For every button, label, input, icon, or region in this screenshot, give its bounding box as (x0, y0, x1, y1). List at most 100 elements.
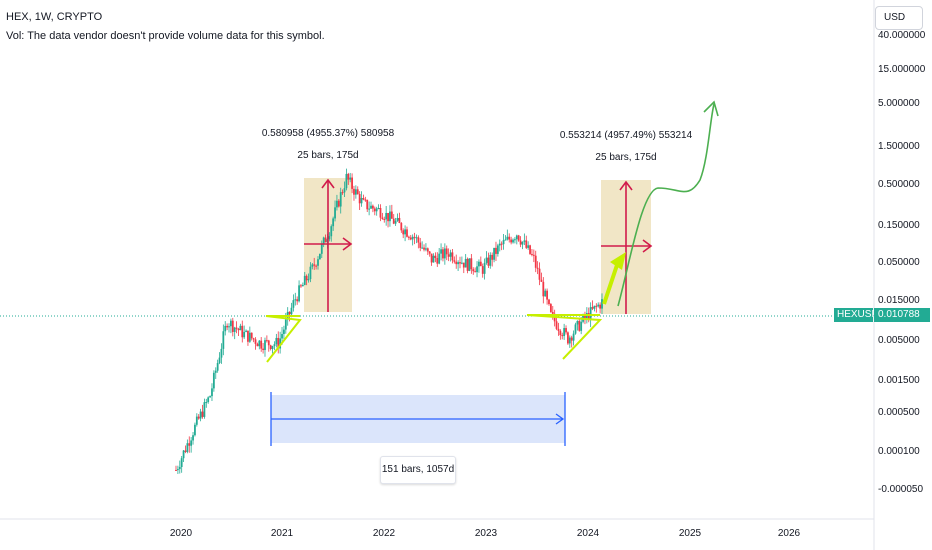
candle-body (502, 240, 505, 245)
time-tick-label: 2026 (777, 528, 801, 539)
candle-body (457, 262, 460, 265)
candle-body (549, 304, 552, 312)
candle-body (462, 262, 465, 268)
triangle-right[interactable] (526, 314, 603, 360)
price-tick-label: 0.015000 (878, 295, 920, 306)
candle-body (175, 470, 177, 471)
time-tick-label: 2023 (474, 528, 498, 539)
candle-body (519, 240, 522, 245)
candle-body (256, 343, 259, 347)
candle-body (241, 325, 244, 338)
candle-body (432, 255, 435, 263)
candle-body (273, 344, 276, 347)
candle-body (449, 252, 452, 257)
last-price-tag: 0.010788 (874, 308, 930, 322)
candle-body (587, 313, 590, 321)
candle-body (231, 320, 234, 332)
candle-body (383, 218, 386, 220)
candle-body (300, 285, 302, 287)
candle-body (574, 324, 577, 334)
candle-body (245, 330, 247, 332)
candle-body (531, 253, 533, 255)
candle-body (205, 401, 208, 403)
candle-body (557, 328, 560, 331)
candle-body (584, 314, 586, 319)
candle-body (404, 229, 406, 235)
candle-body (328, 236, 331, 240)
candle-body (180, 458, 183, 467)
candle-body (358, 194, 361, 204)
candle-body (413, 236, 416, 238)
candle-body (292, 300, 295, 308)
candle-body (500, 243, 503, 245)
price-tick-label: 1.500000 (878, 141, 920, 152)
candle-body (551, 311, 554, 314)
candle-body (262, 348, 264, 350)
candle-body (373, 208, 376, 212)
candle-body (595, 305, 598, 307)
candle-body (288, 311, 291, 315)
candle-body (423, 247, 425, 250)
candle-body (336, 200, 338, 208)
candle-body (536, 267, 539, 269)
candle-body (222, 331, 225, 349)
candle-body (309, 266, 312, 280)
volume-note: Vol: The data vendor doesn't provide vol… (6, 30, 325, 42)
candle-body (430, 253, 433, 263)
candle-body (572, 333, 575, 341)
candle-body (421, 247, 424, 249)
candle-body (417, 237, 420, 243)
candle-body (428, 251, 431, 254)
candle-body (400, 223, 403, 231)
candle-body (226, 325, 229, 328)
candle-body (589, 307, 592, 321)
candle-body (504, 239, 507, 241)
candle-body (194, 424, 196, 436)
candle-body (315, 265, 318, 267)
candle-body (370, 205, 372, 209)
candle-body (237, 328, 240, 331)
candle-body (523, 240, 526, 242)
candle-body (322, 237, 325, 244)
candle-body (570, 337, 573, 341)
candle-body (534, 255, 537, 268)
candle-body (445, 248, 448, 255)
candle-body (474, 271, 477, 273)
candle-body (301, 284, 304, 287)
candle-body (216, 363, 219, 371)
candle-body (485, 257, 488, 263)
price-tick-label: 0.005000 (878, 335, 920, 346)
measure-right-label-1: 0.553214 (4957.49%) 553214 (559, 130, 693, 141)
candle-body (218, 357, 221, 364)
candle-body (379, 208, 382, 218)
candle-body (271, 346, 274, 349)
candle-body (517, 235, 520, 241)
candle-body (364, 199, 367, 201)
candle-body (419, 242, 422, 248)
candle-body (239, 325, 242, 331)
currency-button[interactable]: USD (875, 6, 923, 30)
candle-body (542, 281, 545, 297)
candle-body (567, 332, 569, 344)
candle-body (559, 330, 562, 336)
symbol-title[interactable]: HEX, 1W, CRYPTO (6, 11, 103, 23)
candle-body (368, 208, 371, 210)
candle-body (546, 290, 548, 300)
candle-body (296, 299, 299, 302)
projection-arrow-yellow (602, 252, 626, 305)
candle-body (203, 402, 206, 417)
price-tick-label: 15.000000 (878, 64, 926, 75)
triangle-left[interactable] (265, 315, 302, 363)
candle-body (317, 259, 319, 266)
candle-body (347, 173, 350, 180)
candle-body (489, 254, 492, 266)
candle-body (597, 304, 600, 307)
price-tick-label: 0.050000 (878, 257, 920, 268)
candle-body (385, 212, 388, 220)
candle-body (593, 305, 596, 309)
candle-body (290, 307, 293, 315)
time-tick-label: 2020 (169, 528, 193, 539)
candle-body (182, 450, 185, 459)
